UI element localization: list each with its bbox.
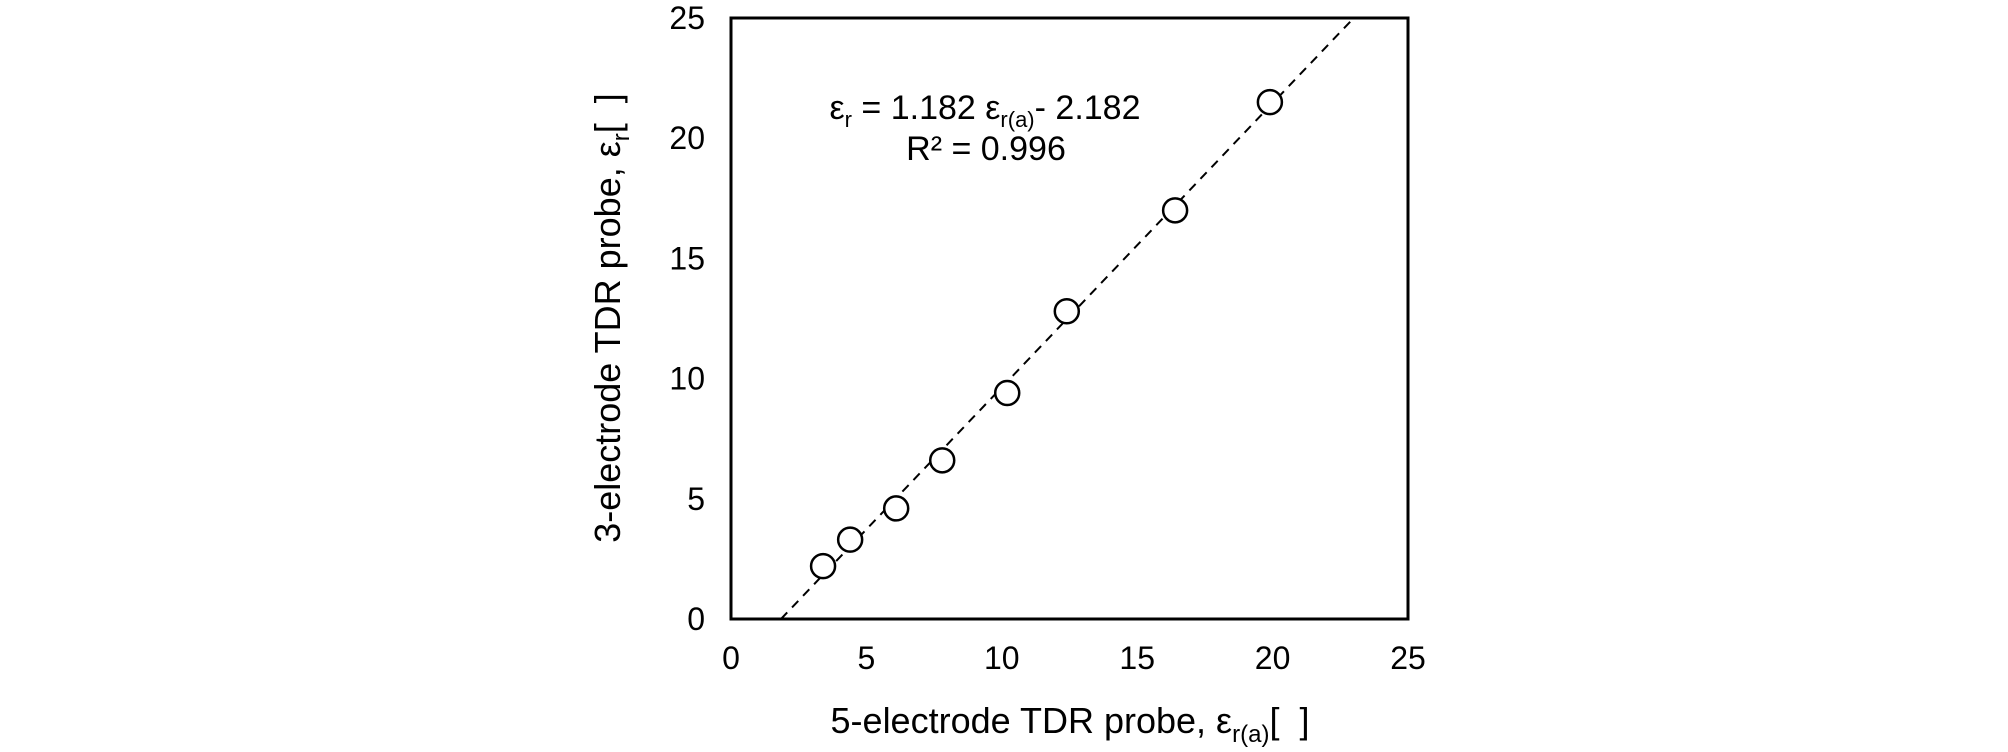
y-tick-label: 10 — [669, 361, 705, 397]
data-point — [882, 495, 910, 522]
x-tick-label: 15 — [1119, 640, 1155, 676]
eq-tail: - 2.182 — [1035, 89, 1141, 127]
data-point — [836, 526, 864, 553]
x-axis-ticks: 0 5 10 15 20 25 — [722, 640, 1426, 676]
y-axis-label: 3-electrode TDR probe, εr[ ] — [587, 93, 635, 543]
x-tick-label: 25 — [1390, 640, 1426, 676]
equation-annotation: εr = 1.182 εr(a)- 2.182 — [829, 89, 1140, 132]
eq-lhs-sub: r — [845, 107, 852, 132]
y-axis-label-main: 3-electrode TDR probe, ε — [587, 141, 628, 543]
eq-mid: = 1.182 ε — [852, 89, 1000, 127]
x-tick-label: 10 — [984, 640, 1020, 676]
y-axis-label-unit: [ ] — [587, 93, 628, 133]
y-tick-label: 25 — [669, 0, 705, 36]
data-point — [1256, 88, 1284, 116]
y-tick-label: 5 — [687, 481, 705, 517]
x-tick-label: 0 — [722, 640, 740, 676]
data-point — [809, 552, 837, 580]
y-axis-label-sub: r — [608, 133, 635, 141]
y-tick-label: 20 — [669, 120, 705, 156]
y-axis-ticks: 0 5 10 15 20 25 — [669, 0, 705, 637]
y-tick-label: 15 — [669, 240, 705, 276]
plot-area-frame — [729, 16, 1410, 621]
data-point — [1053, 298, 1081, 325]
trendline — [780, 17, 1355, 620]
x-axis-label: 5-electrode TDR probe, εr(a)[ ] — [831, 700, 1310, 748]
data-points — [809, 88, 1284, 580]
x-axis-label-sub: r(a) — [1232, 721, 1269, 748]
x-axis-label-main: 5-electrode TDR probe, ε — [831, 700, 1233, 741]
data-point — [1161, 197, 1189, 224]
x-tick-label: 5 — [858, 640, 876, 676]
eq-lhs: ε — [829, 89, 844, 127]
eq-rhs-sub: r(a) — [1000, 107, 1034, 132]
data-point — [928, 447, 956, 474]
x-tick-label: 20 — [1255, 640, 1291, 676]
x-axis-label-unit: [ ] — [1269, 700, 1309, 741]
r2-annotation: R² = 0.996 — [906, 130, 1066, 168]
y-tick-label: 0 — [687, 601, 705, 637]
data-point — [993, 379, 1021, 407]
